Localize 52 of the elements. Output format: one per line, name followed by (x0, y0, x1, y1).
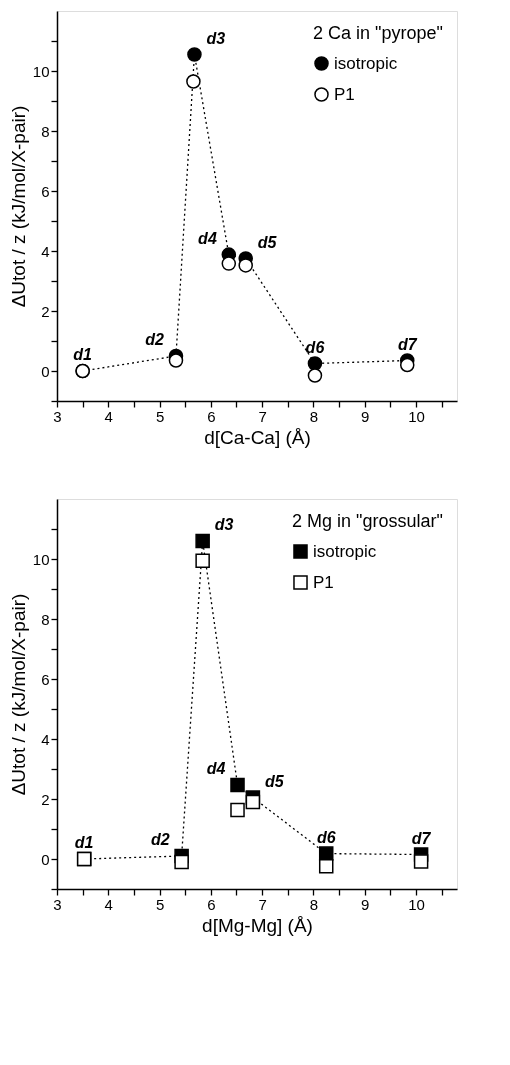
x-tick-label: 8 (309, 895, 319, 913)
x-tick-label: 3 (53, 407, 62, 425)
y-tick-label: 6 (41, 670, 50, 688)
y-tick-label: 0 (41, 362, 50, 380)
legend-label: P1 (334, 84, 355, 104)
x-tick-label: 9 (361, 407, 370, 425)
y-tick-label: 8 (41, 122, 50, 140)
y-tick-label: 2 (41, 302, 50, 320)
legend-title: 2 Mg in "grossular" (292, 511, 443, 531)
x-tick-label: 5 (155, 895, 165, 913)
annotation: d5 (257, 233, 278, 251)
y-tick-label: 2 (41, 790, 50, 808)
annotation: d7 (397, 335, 418, 353)
annotation: d6 (305, 338, 325, 356)
y-tick-label: 10 (32, 62, 50, 80)
x-tick-label: 5 (155, 407, 165, 425)
legend-title: 2 Ca in "pyrope" (313, 23, 443, 43)
x-axis-title: d[Mg-Mg] (Å) (202, 914, 313, 936)
y-axis-title: ΔUtot / z (kJ/mol/X-pair) (7, 593, 29, 796)
x-tick-label: 7 (258, 407, 267, 425)
legend-label: isotropic (313, 541, 377, 561)
annotation: d4 (206, 759, 226, 777)
x-tick-label: 6 (207, 895, 216, 913)
x-tick-label: 6 (207, 407, 216, 425)
x-axis-title: d[Ca-Ca] (Å) (204, 426, 311, 448)
annotation: d3 (214, 516, 234, 533)
x-tick-label: 7 (258, 895, 267, 913)
y-axis-title: ΔUtot / z (kJ/mol/X-pair) (7, 105, 29, 308)
x-tick-label: 3 (53, 895, 62, 913)
y-tick-label: 4 (41, 730, 50, 748)
x-tick-label: 10 (408, 407, 425, 425)
annotation: d7 (411, 829, 432, 847)
annotation: d1 (74, 834, 94, 851)
annotation: d3 (206, 29, 226, 47)
y-tick-label: 10 (32, 550, 50, 568)
y-tick-label: 0 (41, 850, 50, 868)
annotation: d5 (264, 772, 285, 790)
x-tick-label: 4 (104, 407, 113, 425)
y-tick-label: 6 (41, 182, 50, 200)
x-tick-label: 10 (408, 895, 425, 913)
y-tick-label: 4 (41, 242, 50, 260)
annotation: d4 (198, 229, 217, 247)
x-tick-label: 8 (309, 407, 319, 425)
x-tick-label: 4 (104, 895, 113, 913)
legend-label: P1 (313, 572, 334, 592)
annotation: d1 (73, 346, 93, 363)
annotation: d2 (150, 831, 170, 848)
x-tick-label: 9 (361, 895, 370, 913)
annotation: d2 (145, 331, 165, 348)
y-tick-label: 8 (41, 610, 50, 628)
legend-label: isotropic (334, 53, 398, 73)
annotation: d6 (316, 828, 336, 846)
